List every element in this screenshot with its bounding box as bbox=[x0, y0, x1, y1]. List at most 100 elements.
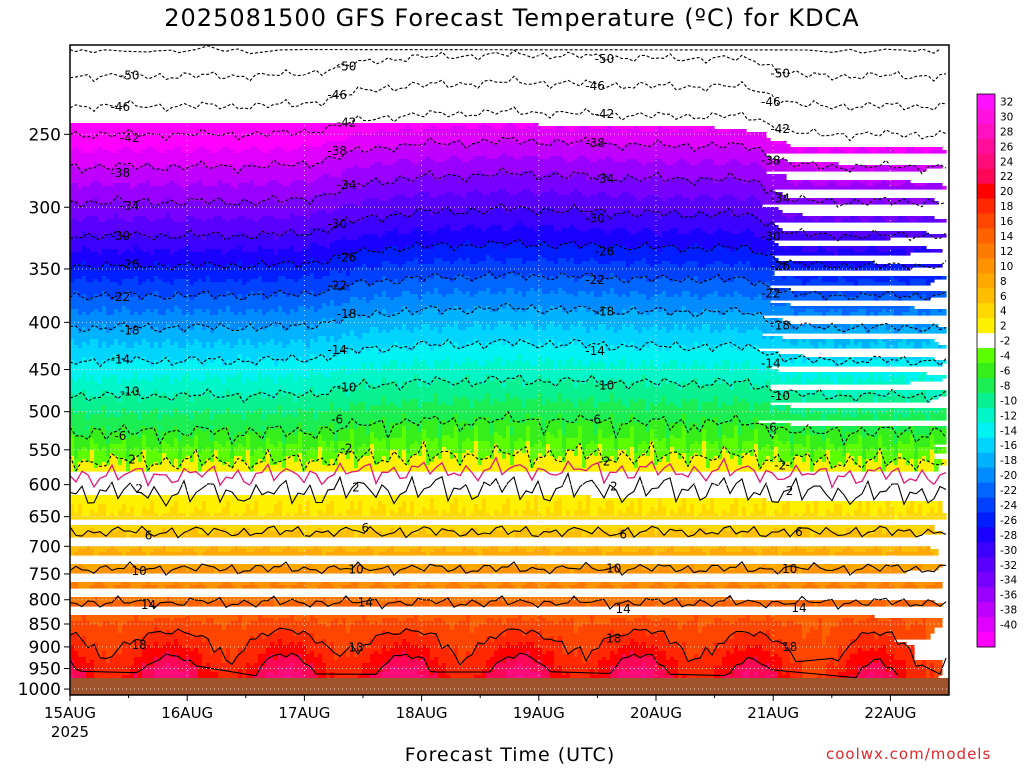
contour-label: -22 bbox=[585, 273, 605, 287]
colorbar-label: -6 bbox=[1000, 366, 1011, 378]
y-tick-label: 350 bbox=[29, 260, 61, 280]
contour-label: -14 bbox=[111, 353, 131, 367]
isotherm-line bbox=[70, 471, 947, 507]
contour-label: -26 bbox=[120, 258, 140, 272]
colorbar-swatch bbox=[977, 602, 995, 618]
contour-label: 18 bbox=[132, 638, 147, 652]
gridlines bbox=[69, 45, 949, 690]
contour-label: -30 bbox=[327, 217, 347, 231]
colorbar-swatch bbox=[977, 392, 995, 409]
x-tick-label: 19AUG bbox=[513, 704, 565, 722]
colorbar-swatch bbox=[977, 527, 995, 543]
colorbar-swatch bbox=[977, 123, 995, 140]
colorbar-swatch bbox=[977, 168, 995, 185]
colorbar-swatch bbox=[977, 467, 995, 483]
colorbar-label: -40 bbox=[1000, 620, 1017, 632]
colorbar-swatch bbox=[977, 452, 995, 469]
heatmap-cells bbox=[70, 123, 947, 679]
contour-label: -34 bbox=[120, 199, 140, 213]
contour-label: -46 bbox=[111, 100, 131, 114]
contour-label: -18 bbox=[595, 305, 615, 319]
colorbar-label: 26 bbox=[1000, 141, 1014, 153]
contour-label: -10 bbox=[770, 389, 790, 403]
contour-label: -2 bbox=[774, 459, 786, 473]
isotherm-line bbox=[70, 49, 947, 83]
contour-label: -6 bbox=[765, 420, 777, 434]
contour-label: -10 bbox=[337, 381, 357, 395]
contour-label: -14 bbox=[585, 344, 605, 358]
colorbar-label: -4 bbox=[1000, 351, 1011, 363]
contour-label: -26 bbox=[770, 259, 790, 273]
y-tick-label: 600 bbox=[29, 476, 61, 496]
colorbar-swatch bbox=[977, 108, 995, 125]
contour-label: 10 bbox=[606, 561, 621, 575]
colorbar: 32 30 28 26 24 22 20 18 16 14 12 10 8 6 4 2 -2 -4 -6 -8 -10 -… bbox=[976, 93, 1017, 648]
colorbar-label: -16 bbox=[1000, 440, 1017, 452]
isotherm-line bbox=[70, 270, 947, 301]
colorbar-swatch bbox=[977, 183, 995, 200]
ground-strip bbox=[70, 678, 949, 695]
colorbar-swatch bbox=[977, 348, 995, 364]
contour-label: -26 bbox=[595, 244, 615, 258]
colorbar-swatch bbox=[977, 572, 995, 588]
x-tick-label: 22AUG bbox=[864, 704, 916, 722]
colorbar-swatch bbox=[977, 632, 995, 648]
contour-label: 6 bbox=[362, 521, 370, 535]
y-tick-label: 250 bbox=[29, 125, 61, 145]
y-tick-label: 650 bbox=[29, 508, 61, 528]
colorbar-swatch bbox=[977, 557, 995, 573]
colorbar-label: 28 bbox=[1000, 126, 1013, 138]
credit-text: coolwx.com/models bbox=[826, 745, 992, 763]
isotherm-line bbox=[70, 410, 947, 446]
colorbar-label: -22 bbox=[1000, 485, 1017, 497]
contour-label: -38 bbox=[761, 153, 781, 167]
isotherm-line bbox=[70, 373, 947, 404]
contour-label: -42 bbox=[595, 107, 615, 121]
colorbar-swatch bbox=[977, 153, 995, 170]
colorbar-swatch bbox=[977, 138, 995, 155]
y-tick-label: 500 bbox=[29, 403, 61, 423]
contour-label: -2 bbox=[598, 454, 610, 468]
x-tick-label: 21AUG bbox=[747, 704, 799, 722]
colorbar-swatch bbox=[977, 363, 995, 379]
colorbar-label: 8 bbox=[1000, 276, 1007, 288]
contour-label: -50 bbox=[337, 59, 357, 73]
colorbar-swatch bbox=[977, 497, 995, 513]
contour-label: 10 bbox=[348, 562, 363, 576]
contour-label: 2 bbox=[610, 479, 618, 493]
colorbar-label: -28 bbox=[1000, 530, 1017, 542]
colorbar-label: 32 bbox=[1000, 96, 1013, 108]
colorbar-label: -30 bbox=[1000, 545, 1017, 557]
y-tick-label: 900 bbox=[29, 638, 61, 658]
x-tick-label: 17AUG bbox=[278, 704, 330, 722]
x-tick-label: 18AUG bbox=[396, 704, 448, 722]
colorbar-swatch bbox=[977, 407, 995, 424]
contour-label: -22 bbox=[761, 286, 781, 300]
colorbar-swatch bbox=[977, 94, 995, 110]
x-year-label: 2025 bbox=[51, 723, 89, 741]
colorbar-swatch bbox=[977, 437, 995, 454]
colorbar-label: 2 bbox=[1000, 321, 1007, 333]
colorbar-label: 22 bbox=[1000, 171, 1013, 183]
colorbar-label: -12 bbox=[1000, 410, 1017, 422]
contour-label: -30 bbox=[585, 211, 605, 225]
contour-label: 14 bbox=[791, 601, 806, 615]
isotherm-contours: -50 -50 -50 -50 -46 -46 -46 -46 -42 -42 -42 -42 -38 -… bbox=[70, 45, 947, 679]
colorbar-label: 14 bbox=[1000, 231, 1014, 243]
colorbar-swatch bbox=[977, 617, 995, 633]
colorbar-label: -36 bbox=[1000, 590, 1017, 602]
contour-label: 14 bbox=[358, 596, 373, 610]
isotherm-line bbox=[70, 652, 899, 679]
colorbar-swatch bbox=[977, 333, 995, 349]
y-tick-label: 700 bbox=[29, 537, 61, 557]
colorbar-label: 16 bbox=[1000, 216, 1014, 228]
colorbar-swatch bbox=[977, 318, 995, 334]
isotherm-line bbox=[70, 45, 941, 55]
contour-label: -46 bbox=[585, 79, 605, 93]
contour-label: 18 bbox=[348, 640, 363, 654]
contour-label: 10 bbox=[782, 562, 797, 576]
y-tick-label: 750 bbox=[29, 565, 61, 585]
y-axis: 250 300 350 400 450 500 550 600 650 700 750 800 850 9… bbox=[18, 125, 70, 700]
contour-label: -10 bbox=[595, 379, 615, 393]
y-tick-label: 450 bbox=[29, 361, 61, 381]
